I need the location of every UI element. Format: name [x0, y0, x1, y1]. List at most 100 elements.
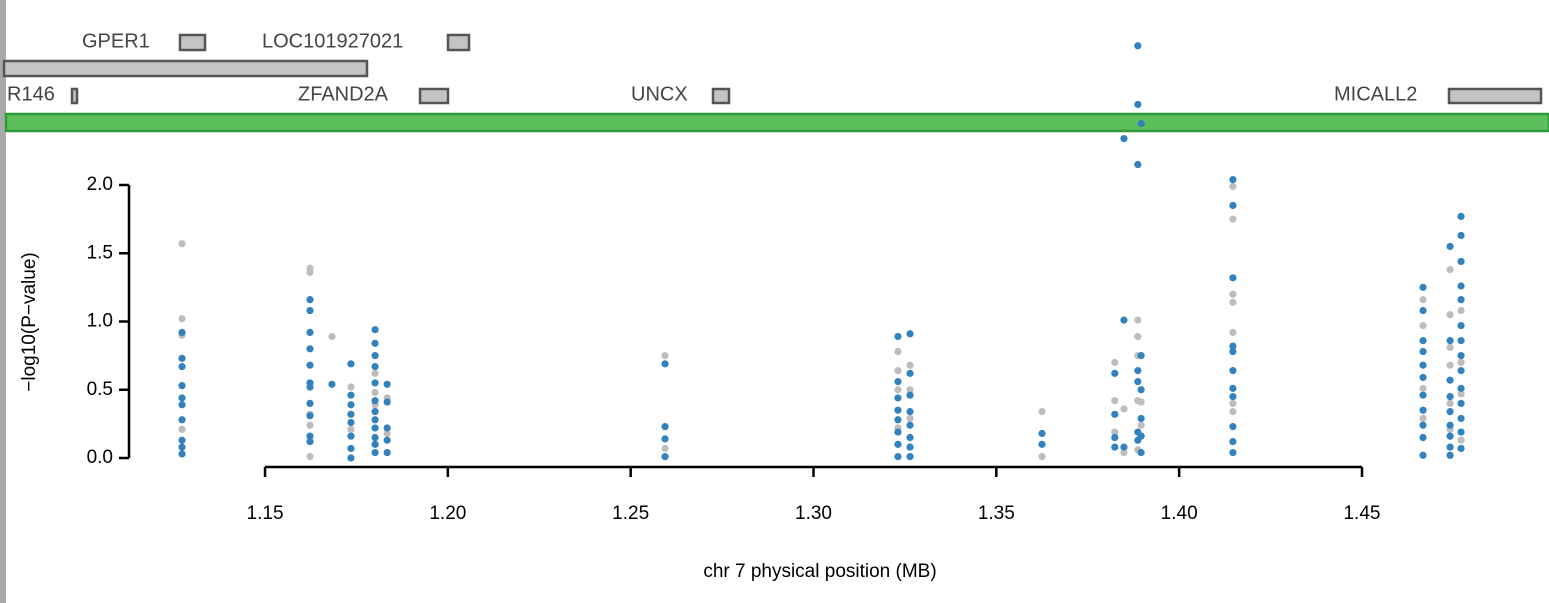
point [1120, 405, 1128, 413]
point [1134, 160, 1142, 169]
point [1419, 373, 1427, 382]
point [178, 436, 186, 444]
point [906, 361, 914, 369]
point [1457, 257, 1465, 266]
point [1457, 306, 1465, 315]
point [906, 443, 914, 451]
point [894, 347, 902, 356]
point [1229, 448, 1237, 457]
gene-box [2, 59, 369, 78]
point [894, 416, 902, 424]
point [178, 425, 186, 433]
point [1111, 433, 1119, 442]
point [1457, 337, 1465, 345]
point [178, 328, 186, 337]
gene-label: MICALL2 [1334, 83, 1417, 105]
point [1419, 384, 1427, 392]
point [371, 326, 379, 334]
point [371, 416, 379, 424]
point [1111, 410, 1119, 418]
point [347, 360, 355, 368]
point [1446, 421, 1454, 429]
point [347, 391, 355, 399]
point [906, 407, 914, 416]
point [178, 315, 186, 323]
point [1229, 328, 1237, 337]
point [906, 421, 914, 429]
point [1419, 451, 1427, 459]
point [1446, 337, 1454, 345]
point [1457, 358, 1465, 367]
point [1137, 414, 1145, 423]
point [1419, 306, 1427, 315]
point [1111, 397, 1119, 405]
x-tick-label: 1.25 [612, 503, 649, 524]
point [347, 444, 355, 453]
point [306, 438, 314, 446]
point [371, 339, 379, 347]
point [1457, 367, 1465, 375]
point [1111, 369, 1119, 377]
point [1446, 432, 1454, 440]
point [371, 397, 379, 405]
point [1229, 384, 1237, 392]
gene-label: GPER1 [82, 30, 150, 52]
point [894, 440, 902, 448]
point [178, 443, 186, 451]
x-tick-label: 1.20 [429, 503, 466, 524]
point [1457, 436, 1465, 444]
point [1457, 231, 1465, 240]
x-axis-label: chr 7 physical position (MB) [703, 561, 936, 582]
point [383, 398, 391, 406]
point [306, 383, 314, 391]
point [328, 332, 336, 341]
point [1134, 100, 1142, 109]
gene-box [418, 87, 450, 105]
point [1457, 384, 1465, 392]
point [1446, 266, 1454, 274]
point [1111, 358, 1119, 367]
x-tick-label: 1.45 [1343, 503, 1380, 524]
point [371, 379, 379, 387]
point [1446, 311, 1454, 319]
point [178, 382, 186, 390]
point [178, 401, 186, 409]
point [1229, 367, 1237, 375]
point [328, 380, 336, 388]
chromosome-band [4, 112, 1549, 133]
point [178, 240, 186, 248]
point [178, 362, 186, 371]
point [306, 345, 314, 353]
point [1229, 342, 1237, 350]
point [1446, 392, 1454, 401]
point [347, 410, 355, 418]
point [371, 433, 379, 442]
point [1419, 321, 1427, 330]
point [1419, 296, 1427, 304]
gene-box [178, 33, 207, 52]
point [1419, 361, 1427, 369]
point [894, 377, 902, 386]
point [371, 388, 379, 397]
point [1457, 212, 1465, 220]
point [1419, 433, 1427, 442]
gene-box [70, 87, 79, 105]
point [1419, 337, 1427, 345]
point [1038, 429, 1046, 438]
point [1137, 119, 1145, 128]
point [178, 354, 186, 362]
point [894, 428, 902, 436]
point [1446, 451, 1454, 459]
point [306, 361, 314, 369]
point [306, 296, 314, 304]
point [371, 424, 379, 432]
x-tick-label: 1.15 [247, 503, 284, 524]
point [383, 424, 391, 432]
point [383, 429, 391, 438]
point [1120, 316, 1128, 324]
point [1229, 201, 1237, 210]
point [347, 401, 355, 409]
point [1120, 134, 1128, 143]
point [1457, 399, 1465, 407]
point [1229, 347, 1237, 356]
